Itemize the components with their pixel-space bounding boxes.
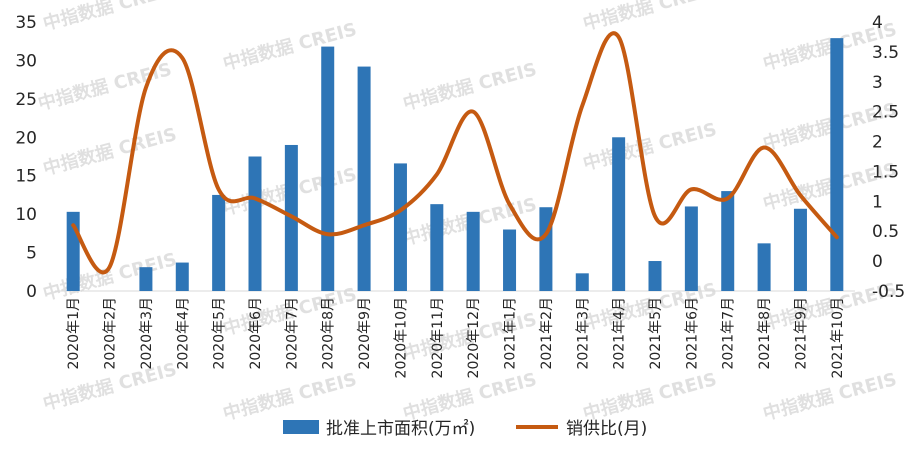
y-left-tick-label: 0 bbox=[26, 282, 37, 302]
x-tick-label: 2020年4月 bbox=[175, 297, 191, 370]
bar bbox=[139, 267, 152, 291]
x-tick-label: 2021年2月 bbox=[539, 297, 555, 370]
y-left-tick-label: 5 bbox=[26, 244, 37, 264]
y-right-tick-label: 1.5 bbox=[872, 162, 899, 182]
x-tick-label: 2020年7月 bbox=[284, 297, 300, 370]
bar bbox=[212, 195, 225, 291]
x-tick-label: 2021年5月 bbox=[648, 297, 664, 370]
x-tick-label: 2020年8月 bbox=[321, 297, 337, 370]
left-y-axis-ticks: 0 5 10 15 20 25 30 35 bbox=[15, 13, 37, 302]
x-tick-label: 2021年9月 bbox=[793, 297, 809, 370]
watermark-text: 中指数据 CREIS bbox=[41, 0, 179, 35]
y-right-tick-label: 3 bbox=[872, 73, 883, 93]
x-tick-label: 2020年1月 bbox=[66, 297, 82, 370]
watermark-text: 中指数据 CREIS bbox=[581, 368, 719, 425]
bar bbox=[612, 137, 625, 291]
bar bbox=[830, 38, 843, 291]
bar bbox=[176, 263, 189, 291]
bar bbox=[685, 206, 698, 291]
y-left-tick-label: 35 bbox=[15, 13, 37, 33]
y-left-tick-label: 25 bbox=[15, 90, 37, 110]
bar bbox=[794, 209, 807, 291]
bar bbox=[321, 47, 334, 291]
x-tick-label: 2021年1月 bbox=[503, 297, 519, 370]
bar-series bbox=[67, 38, 844, 291]
x-tick-label: 2020年6月 bbox=[248, 297, 264, 370]
watermark-text: 中指数据 CREIS bbox=[41, 248, 179, 305]
legend-label-line: 销供比(月) bbox=[566, 419, 647, 439]
y-left-tick-label: 15 bbox=[15, 167, 37, 187]
x-tick-label: 2020年12月 bbox=[466, 297, 482, 378]
watermark-text: 中指数据 CREIS bbox=[221, 18, 359, 75]
x-tick-label: 2021年6月 bbox=[684, 297, 700, 370]
watermark-text: 中指数据 CREIS bbox=[221, 368, 359, 425]
bar bbox=[649, 261, 662, 291]
y-right-tick-label: 2.5 bbox=[872, 103, 899, 123]
x-tick-label: 2020年9月 bbox=[357, 297, 373, 370]
y-left-tick-label: 10 bbox=[15, 205, 37, 225]
watermark-text: 中指数据 CREIS bbox=[581, 118, 719, 175]
y-right-tick-label: 4 bbox=[872, 13, 883, 33]
x-tick-label: 2021年4月 bbox=[612, 297, 628, 370]
x-tick-label: 2020年10月 bbox=[393, 297, 409, 378]
legend: 批准上市面积(万㎡) 销供比(月) bbox=[283, 419, 647, 439]
legend-label-bar: 批准上市面积(万㎡) bbox=[326, 419, 475, 439]
y-left-tick-label: 20 bbox=[15, 128, 37, 148]
bar bbox=[758, 243, 771, 291]
x-tick-label: 2021年7月 bbox=[721, 297, 737, 370]
x-tick-label: 2020年5月 bbox=[212, 297, 228, 370]
x-tick-label: 2020年3月 bbox=[139, 297, 155, 370]
bar bbox=[576, 273, 589, 291]
legend-swatch-bar bbox=[283, 420, 319, 434]
watermark-text: 中指数据 CREIS bbox=[41, 123, 179, 180]
bar bbox=[721, 191, 734, 291]
bar bbox=[249, 157, 262, 292]
y-right-tick-label: -0.5 bbox=[872, 282, 905, 302]
bar bbox=[358, 67, 371, 291]
x-tick-label: 2021年10月 bbox=[830, 297, 846, 378]
watermark-text: 中指数据 CREIS bbox=[401, 58, 539, 115]
bar bbox=[430, 204, 443, 291]
y-left-tick-label: 30 bbox=[15, 51, 37, 71]
x-tick-label: 2020年11月 bbox=[430, 297, 446, 378]
y-right-tick-label: 0 bbox=[872, 252, 883, 272]
x-tick-label: 2020年2月 bbox=[103, 297, 119, 370]
watermark-text: 中指数据 CREIS bbox=[581, 0, 719, 35]
right-y-axis-ticks: -0.5 0 0.5 1 1.5 2 2.5 3 3.5 4 bbox=[872, 13, 905, 302]
y-right-tick-label: 2 bbox=[872, 133, 883, 153]
y-right-tick-label: 0.5 bbox=[872, 222, 899, 242]
x-tick-label: 2021年8月 bbox=[757, 297, 773, 370]
y-right-tick-label: 3.5 bbox=[872, 43, 899, 63]
y-right-tick-label: 1 bbox=[872, 192, 883, 212]
bar bbox=[503, 230, 516, 291]
bar bbox=[394, 163, 407, 291]
bar bbox=[467, 212, 480, 291]
x-tick-label: 2021年3月 bbox=[575, 297, 591, 370]
